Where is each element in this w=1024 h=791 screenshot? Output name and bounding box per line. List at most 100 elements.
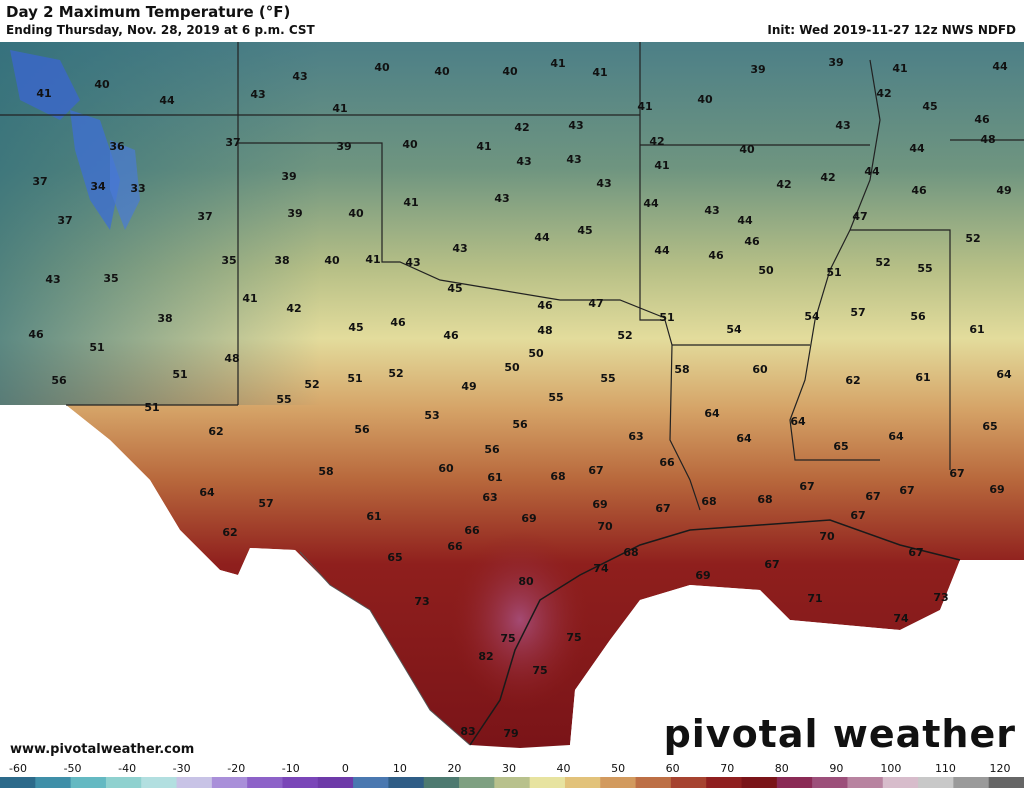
- temperature-label: 38: [274, 254, 289, 267]
- temperature-label: 40: [502, 65, 518, 78]
- scale-bar: [0, 777, 1024, 788]
- temperature-label: 46: [744, 235, 760, 248]
- temperature-label: 67: [655, 502, 670, 515]
- temperature-label: 52: [965, 232, 980, 245]
- temperature-label: 41: [332, 102, 347, 115]
- temperature-label: 55: [548, 391, 563, 404]
- temperature-label: 64: [199, 486, 215, 499]
- ok-ar-border: [639, 42, 665, 321]
- temperature-label: 51: [89, 341, 104, 354]
- temperature-label: 46: [974, 113, 990, 126]
- temperature-label: 60: [438, 462, 454, 475]
- scale-color-segment: [70, 777, 107, 788]
- temperature-label: 41: [592, 66, 607, 79]
- scale-color-segment: [353, 777, 389, 788]
- temperature-label: 39: [287, 207, 302, 220]
- scale-color-segment: [388, 777, 425, 788]
- temperature-label: 41: [36, 87, 51, 100]
- temperature-label: 43: [704, 204, 719, 217]
- temperature-label: 35: [103, 272, 118, 285]
- temperature-label: 80: [518, 575, 534, 588]
- scale-color-segment: [953, 777, 990, 788]
- temperature-label: 67: [764, 558, 779, 571]
- temperature-label: 44: [992, 60, 1008, 73]
- scale-tick-label: 80: [774, 762, 789, 775]
- temperature-label: 40: [94, 78, 110, 91]
- temperature-label: 62: [845, 374, 860, 387]
- mexico-area: [0, 405, 470, 760]
- temperature-label: 69: [521, 512, 536, 525]
- mississippi-river-border: [789, 59, 881, 461]
- temperature-label: 64: [790, 415, 806, 428]
- scale-color-segment: [847, 777, 884, 788]
- map-title: Day 2 Maximum Temperature (°F): [6, 3, 291, 21]
- temperature-label: 66: [464, 524, 480, 537]
- color-scale: -60 -50 -40 -30 -20 -10 0 10 20 30 40 50 60 70 80 90 100…: [0, 760, 1024, 791]
- scale-tick-label: 110: [934, 762, 956, 775]
- temperature-label: 64: [888, 430, 904, 443]
- temperature-label: 41: [637, 100, 652, 113]
- temperature-label: 51: [659, 311, 674, 324]
- temperature-label: 40: [374, 61, 390, 74]
- scale-color-segment: [317, 777, 354, 788]
- temperature-label: 44: [737, 214, 753, 227]
- scale-color-segment: [211, 777, 248, 788]
- temperature-label: 48: [224, 352, 239, 365]
- temperature-label: 42: [776, 178, 791, 191]
- scale-color-segment: [564, 777, 601, 788]
- scale-tick-label: 40: [556, 762, 571, 775]
- temperature-label: 66: [659, 456, 675, 469]
- temperature-label: 55: [917, 262, 932, 275]
- temperature-label: 45: [577, 224, 592, 237]
- temperature-label: 64: [704, 407, 720, 420]
- temperature-label: 56: [51, 374, 67, 387]
- temperature-label: 41: [403, 196, 418, 209]
- temperature-label: 46: [443, 329, 459, 342]
- temperature-label: 54: [726, 323, 742, 336]
- temperature-label: 37: [225, 136, 240, 149]
- temperature-label: 73: [933, 591, 948, 604]
- temperature-label: 68: [550, 470, 565, 483]
- model-init-time: Init: Wed 2019-11-27 12z NWS NDFD: [767, 23, 1016, 37]
- temperature-label: 41: [365, 253, 380, 266]
- temperature-label: 49: [461, 380, 476, 393]
- temperature-label: 43: [835, 119, 850, 132]
- temperature-label: 55: [600, 372, 615, 385]
- temperature-label: 39: [336, 140, 351, 153]
- temperature-label: 39: [750, 63, 765, 76]
- temperature-label: 44: [534, 231, 550, 244]
- temperature-map: 43 40 40 40 41 41 39 39 41 44 41 40 44 43 41 41 40 42 45 46…: [0, 42, 1024, 760]
- temperature-label: 50: [504, 361, 520, 374]
- temperature-label: 74: [893, 612, 909, 625]
- temperature-label: 58: [674, 363, 689, 376]
- scale-color-segment: [529, 777, 566, 788]
- temperature-label: 40: [697, 93, 713, 106]
- scale-color-segment: [247, 777, 283, 788]
- map-canvas: 43 40 40 40 41 41 39 39 41 44 41 40 44 43 41 41 40 42 45 46…: [0, 42, 1024, 760]
- temperature-label: 50: [758, 264, 774, 277]
- temperature-label: 54: [804, 310, 820, 323]
- temperature-label: 43: [566, 153, 581, 166]
- temperature-label: 46: [28, 328, 44, 341]
- temperature-label: 56: [484, 443, 500, 456]
- temperature-label: 67: [588, 464, 603, 477]
- temperature-label: 40: [324, 254, 340, 267]
- temperature-label: 61: [969, 323, 984, 336]
- temperature-label: 73: [414, 595, 429, 608]
- temperature-label: 67: [850, 509, 865, 522]
- scale-color-segment: [141, 777, 178, 788]
- scale-tick-label: -30: [172, 762, 191, 775]
- temperature-label: 42: [820, 171, 835, 184]
- scale-color-segment: [459, 777, 495, 788]
- scale-color-segment: [105, 777, 142, 788]
- temperature-label: 35: [221, 254, 236, 267]
- temperature-label: 40: [348, 207, 364, 220]
- temperature-label: 56: [512, 418, 528, 431]
- temperature-label: 66: [447, 540, 463, 553]
- scale-tick-label: 60: [665, 762, 680, 775]
- south-texas-hotspot: [450, 530, 590, 710]
- temperature-label: 69: [695, 569, 710, 582]
- temperature-label: 52: [875, 256, 890, 269]
- temperature-label: 40: [402, 138, 418, 151]
- temperature-label: 46: [911, 184, 927, 197]
